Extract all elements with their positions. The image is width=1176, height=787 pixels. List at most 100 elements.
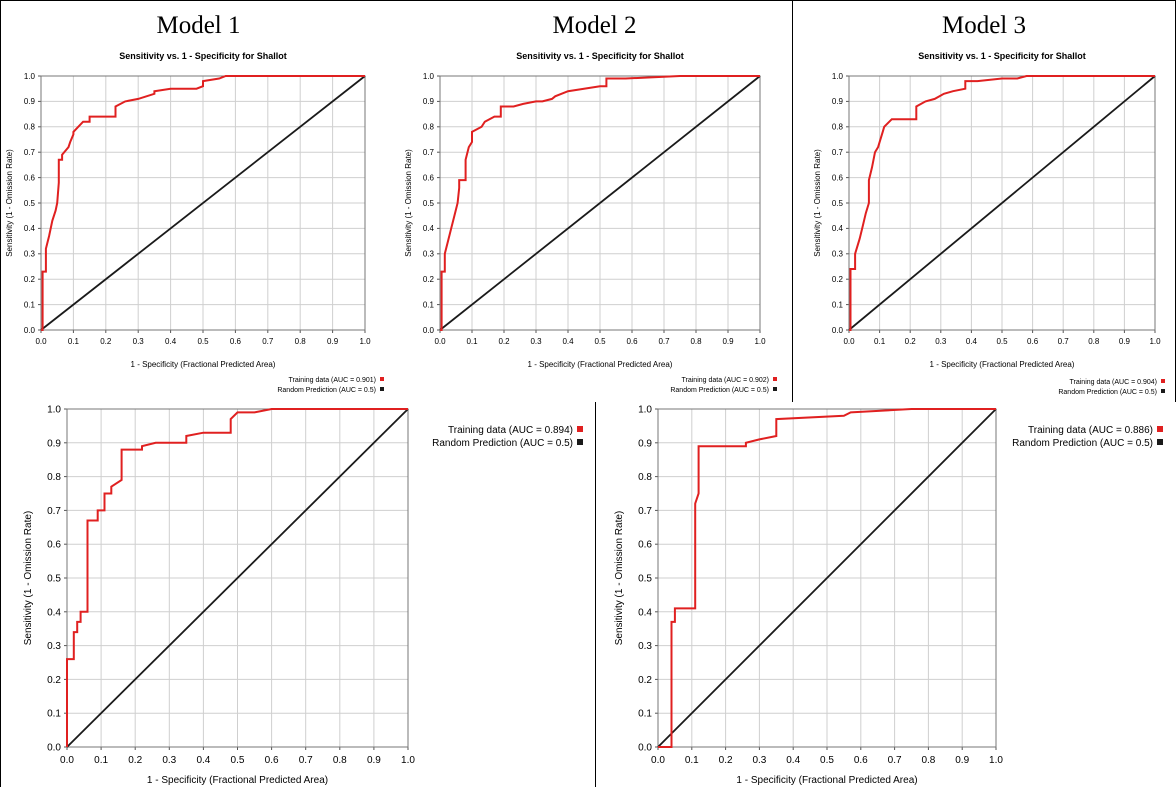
y-tick-label: 0.2 xyxy=(47,675,61,686)
y-tick-label: 0.6 xyxy=(832,173,844,182)
model-2-title: Model 2 xyxy=(552,12,637,39)
y-tick-label: 0.2 xyxy=(638,675,652,686)
y-tick-label: 0.2 xyxy=(423,275,435,284)
training-data-curve xyxy=(66,408,408,747)
x-tick-label: 0.6 xyxy=(1027,337,1039,346)
legend-swatch-random xyxy=(773,387,777,391)
y-tick-label: 0.8 xyxy=(638,472,652,483)
y-axis-label: Sensitivity (1 - Omission Rate) xyxy=(5,149,14,257)
chart-title: Sensitivity vs. 1 - Specificity for Shal… xyxy=(119,51,287,61)
y-tick-label: 0.4 xyxy=(423,224,435,233)
y-tick-label: 0.4 xyxy=(638,607,652,618)
legend-swatch-random xyxy=(1161,389,1165,393)
y-tick-label: 0.5 xyxy=(24,199,36,208)
model-2-panel: Model 2 Sensitivity vs. 1 - Specificity … xyxy=(396,0,793,403)
y-tick-label: 0.1 xyxy=(47,709,61,720)
x-tick-label: 0.3 xyxy=(935,337,947,346)
x-axis-label: 1 - Specificity (Fractional Predicted Ar… xyxy=(528,360,673,369)
x-tick-label: 0.7 xyxy=(299,755,313,766)
x-tick-label: 0.0 xyxy=(434,337,446,346)
x-tick-label: 0.2 xyxy=(100,337,112,346)
y-tick-label: 0.4 xyxy=(24,224,36,233)
y-tick-label: 0.7 xyxy=(47,506,61,517)
model-2-chart: Sensitivity vs. 1 - Specificity for Shal… xyxy=(404,51,777,394)
x-tick-label: 0.5 xyxy=(820,755,834,766)
x-tick-label: 0.2 xyxy=(719,755,733,766)
chart-title: Sensitivity vs. 1 - Specificity for Shal… xyxy=(918,51,1086,61)
y-tick-label: 0.7 xyxy=(638,506,652,517)
model-5-panel: Model 5 Sensitivity vs. 1 - Specificity … xyxy=(595,402,1176,787)
model-1-panel: Model 1 Sensitivity vs. 1 - Specificity … xyxy=(0,0,397,403)
x-tick-label: 0.9 xyxy=(722,337,734,346)
y-tick-label: 0.9 xyxy=(423,97,435,106)
y-tick-label: 0.3 xyxy=(423,250,435,259)
legend-label-random: Random Prediction (AUC = 0.5) xyxy=(1012,438,1153,449)
y-tick-label: 0.2 xyxy=(832,275,844,284)
model-3-panel: Model 3 Sensitivity vs. 1 - Specificity … xyxy=(792,0,1176,403)
y-tick-label: 1.0 xyxy=(423,72,435,81)
legend-swatch-training xyxy=(577,426,583,432)
y-tick-label: 0.3 xyxy=(47,641,61,652)
y-tick-label: 0.8 xyxy=(423,123,435,132)
legend-swatch-training xyxy=(1157,426,1163,432)
y-tick-label: 0.1 xyxy=(423,300,435,309)
y-tick-label: 0.0 xyxy=(638,743,652,754)
x-axis-label: 1 - Specificity (Fractional Predicted Ar… xyxy=(736,775,917,786)
legend-label-random: Random Prediction (AUC = 0.5) xyxy=(670,387,769,394)
chart-title: Sensitivity vs. 1 - Specificity for Shal… xyxy=(516,51,684,61)
y-tick-label: 0.0 xyxy=(24,326,36,335)
plot-border xyxy=(40,75,366,331)
y-tick-label: 0.6 xyxy=(423,173,435,182)
y-tick-label: 0.6 xyxy=(24,173,36,182)
x-tick-label: 0.4 xyxy=(966,337,978,346)
x-tick-label: 0.2 xyxy=(498,337,510,346)
x-tick-label: 0.6 xyxy=(265,755,279,766)
legend-swatch-random xyxy=(577,439,583,445)
legend-label-training: Training data (AUC = 0.894) xyxy=(448,425,573,436)
x-tick-label: 0.8 xyxy=(1088,337,1100,346)
model-3-title: Model 3 xyxy=(941,12,1027,39)
x-tick-label: 0.1 xyxy=(94,755,108,766)
x-tick-label: 0.8 xyxy=(690,337,702,346)
y-tick-label: 0.0 xyxy=(423,326,435,335)
x-axis-label: 1 - Specificity (Fractional Predicted Ar… xyxy=(930,360,1075,369)
model-4-chart: Sensitivity vs. 1 - Specificity for Shal… xyxy=(23,405,583,786)
x-tick-label: 0.1 xyxy=(874,337,886,346)
x-tick-label: 0.2 xyxy=(905,337,917,346)
y-tick-label: 0.6 xyxy=(47,540,61,551)
legend-label-random: Random Prediction (AUC = 0.5) xyxy=(1058,389,1157,396)
y-tick-label: 0.3 xyxy=(24,250,36,259)
plot-border xyxy=(657,408,997,748)
x-tick-label: 0.7 xyxy=(888,755,902,766)
x-tick-label: 0.0 xyxy=(843,337,855,346)
x-axis-label: 1 - Specificity (Fractional Predicted Ar… xyxy=(131,360,276,369)
legend-swatch-training xyxy=(773,377,777,381)
y-tick-label: 1.0 xyxy=(832,72,844,81)
x-tick-label: 0.5 xyxy=(594,337,606,346)
x-tick-label: 0.9 xyxy=(367,755,381,766)
y-tick-label: 0.5 xyxy=(423,199,435,208)
training-data-curve xyxy=(658,408,996,748)
legend-label-training: Training data (AUC = 0.904) xyxy=(1070,379,1157,386)
y-tick-label: 0.1 xyxy=(24,300,36,309)
y-tick-label: 0.8 xyxy=(47,472,61,483)
model-5-chart: Sensitivity vs. 1 - Specificity for Shal… xyxy=(614,405,1163,786)
model-4-panel: Model 4 Sensitivity vs. 1 - Specificity … xyxy=(0,402,596,787)
legend-label-random: Random Prediction (AUC = 0.5) xyxy=(432,438,573,449)
legend-label-random: Random Prediction (AUC = 0.5) xyxy=(277,387,376,394)
x-tick-label: 0.1 xyxy=(466,337,478,346)
y-tick-label: 0.4 xyxy=(47,607,61,618)
random-prediction-line xyxy=(848,75,1156,331)
x-tick-label: 0.0 xyxy=(60,755,74,766)
random-prediction-line xyxy=(66,408,409,748)
y-tick-label: 0.0 xyxy=(47,743,61,754)
y-axis-label: Sensitivity (1 - Omission Rate) xyxy=(813,149,822,257)
y-tick-label: 0.5 xyxy=(638,574,652,585)
y-tick-label: 0.4 xyxy=(832,224,844,233)
x-tick-label: 1.0 xyxy=(754,337,766,346)
x-tick-label: 0.0 xyxy=(651,755,665,766)
x-tick-label: 0.5 xyxy=(197,337,209,346)
y-tick-label: 0.1 xyxy=(638,709,652,720)
x-tick-label: 0.7 xyxy=(1058,337,1070,346)
